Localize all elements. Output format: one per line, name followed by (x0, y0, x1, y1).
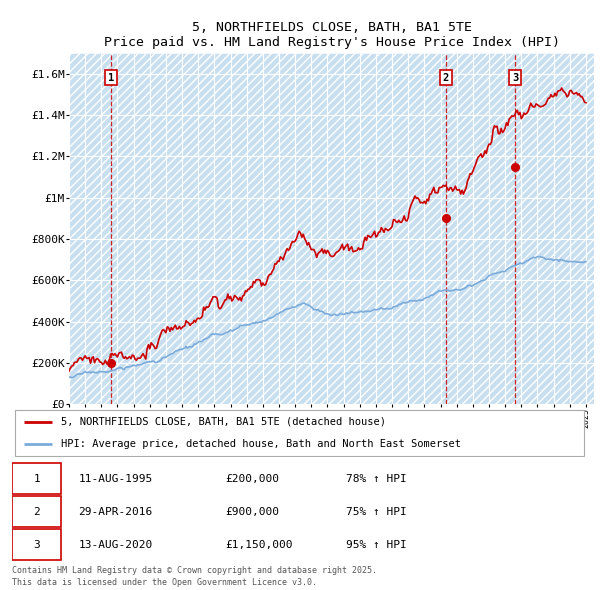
Text: 29-APR-2016: 29-APR-2016 (78, 507, 152, 517)
FancyBboxPatch shape (12, 529, 61, 560)
Text: 3: 3 (34, 540, 40, 550)
FancyBboxPatch shape (15, 410, 584, 456)
Text: 11-AUG-1995: 11-AUG-1995 (78, 474, 152, 484)
Text: 1: 1 (108, 73, 114, 83)
Text: 1: 1 (34, 474, 40, 484)
Text: £1,150,000: £1,150,000 (225, 540, 293, 550)
FancyBboxPatch shape (12, 496, 61, 527)
Text: 5, NORTHFIELDS CLOSE, BATH, BA1 5TE (detached house): 5, NORTHFIELDS CLOSE, BATH, BA1 5TE (det… (61, 417, 386, 427)
Text: 2: 2 (443, 73, 449, 83)
Text: 75% ↑ HPI: 75% ↑ HPI (346, 507, 407, 517)
Title: 5, NORTHFIELDS CLOSE, BATH, BA1 5TE
Price paid vs. HM Land Registry's House Pric: 5, NORTHFIELDS CLOSE, BATH, BA1 5TE Pric… (104, 21, 560, 49)
Text: 95% ↑ HPI: 95% ↑ HPI (346, 540, 407, 550)
Text: £900,000: £900,000 (225, 507, 279, 517)
Text: 13-AUG-2020: 13-AUG-2020 (78, 540, 152, 550)
FancyBboxPatch shape (12, 463, 61, 494)
Text: Contains HM Land Registry data © Crown copyright and database right 2025.
This d: Contains HM Land Registry data © Crown c… (12, 566, 377, 587)
Text: 2: 2 (34, 507, 40, 517)
Text: £200,000: £200,000 (225, 474, 279, 484)
Text: 3: 3 (512, 73, 518, 83)
Text: HPI: Average price, detached house, Bath and North East Somerset: HPI: Average price, detached house, Bath… (61, 439, 461, 449)
Text: 78% ↑ HPI: 78% ↑ HPI (346, 474, 407, 484)
